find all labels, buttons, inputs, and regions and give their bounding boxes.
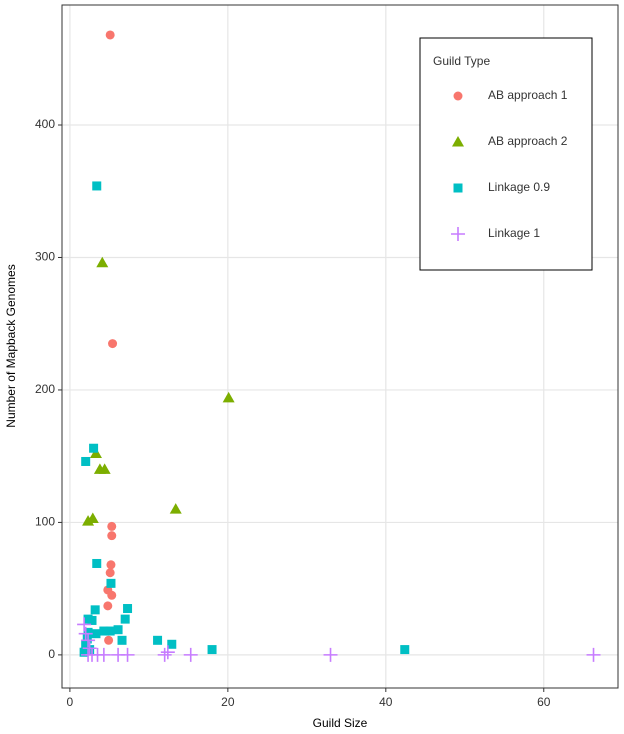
x-tick-label: 0	[67, 695, 74, 709]
point	[222, 391, 235, 403]
point	[207, 645, 217, 655]
point	[89, 443, 99, 453]
point	[81, 633, 96, 648]
x-tick-label: 40	[379, 695, 393, 709]
y-tick-label: 200	[35, 382, 55, 396]
point	[106, 578, 116, 588]
legend-label: Linkage 1	[488, 226, 540, 240]
point	[90, 605, 100, 615]
point	[99, 626, 109, 636]
point	[400, 645, 410, 655]
y-tick-label: 300	[35, 250, 55, 264]
point	[153, 635, 163, 645]
point	[104, 635, 114, 645]
point	[83, 627, 93, 637]
point	[86, 512, 99, 523]
point	[123, 604, 133, 614]
plot-border	[61, 4, 619, 689]
point	[107, 590, 117, 600]
point	[105, 30, 115, 40]
point	[98, 463, 111, 474]
point	[91, 629, 101, 639]
legend-symbol	[453, 183, 463, 193]
legend-label: AB approach 1	[488, 88, 568, 102]
point	[87, 615, 97, 625]
legend-box	[419, 37, 593, 271]
point	[586, 647, 601, 662]
y-tick-label: 100	[35, 515, 55, 529]
point	[81, 639, 91, 649]
x-axis-title: Guild Size	[313, 716, 368, 730]
legend: Guild Type AB approach 1 AB approach 2 Link…	[419, 37, 593, 271]
point	[77, 617, 92, 632]
point	[105, 626, 115, 636]
point	[160, 645, 175, 660]
legend-title: Guild Type	[433, 54, 490, 68]
point	[81, 456, 91, 466]
point	[120, 614, 130, 624]
legend-symbol	[453, 91, 463, 101]
x-tick-label: 20	[221, 695, 235, 709]
point	[82, 641, 97, 656]
point	[96, 256, 109, 268]
point	[81, 647, 96, 662]
points	[77, 30, 601, 662]
point	[89, 447, 102, 459]
y-tick-label: 0	[48, 647, 55, 661]
point	[105, 568, 115, 578]
point	[157, 647, 172, 662]
y-axis-title: Number of Mapback Genomes	[4, 264, 18, 427]
point	[78, 626, 93, 641]
y-tick-label: 400	[35, 117, 55, 131]
point	[96, 647, 111, 662]
point	[183, 647, 198, 662]
point	[103, 601, 113, 611]
legend-symbol	[451, 227, 465, 241]
point	[113, 625, 123, 635]
legend-label: AB approach 2	[488, 134, 568, 148]
point	[92, 181, 102, 191]
point	[82, 515, 95, 526]
point	[108, 339, 118, 349]
point	[117, 635, 127, 645]
point	[169, 503, 182, 514]
point	[323, 647, 338, 662]
point	[107, 521, 117, 531]
point	[167, 639, 177, 649]
point	[79, 647, 89, 657]
point	[120, 647, 135, 662]
point	[107, 531, 117, 541]
point	[92, 558, 102, 568]
legend-symbol	[452, 136, 464, 147]
x-tick-label: 60	[537, 695, 551, 709]
point	[106, 560, 116, 570]
legend-label: Linkage 0.9	[488, 180, 550, 194]
